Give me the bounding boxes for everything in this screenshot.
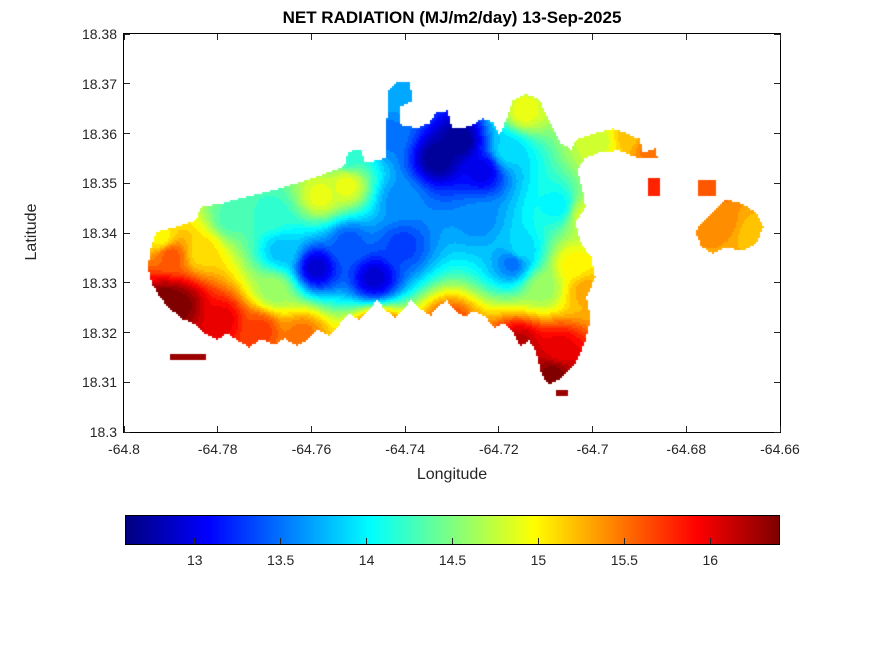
y-tick-label: 18.36 <box>81 125 117 142</box>
x-tick-mark <box>217 34 219 40</box>
y-tick-mark <box>774 133 780 134</box>
x-tick-label: -64.68 <box>666 441 707 457</box>
x-tick-label: -64.78 <box>197 441 238 457</box>
y-tick-label: 18.37 <box>81 75 117 92</box>
x-tick-mark <box>404 426 406 432</box>
y-tick-mark <box>124 182 130 184</box>
y-tick-mark <box>124 282 130 284</box>
colorbar-tick-mark <box>452 538 453 544</box>
y-tick-label: 18.34 <box>81 225 117 241</box>
x-tick-label: -64.72 <box>478 441 519 457</box>
y-tick-mark <box>774 182 780 184</box>
y-tick-label: 18.31 <box>81 374 117 391</box>
x-tick-label: -64.7 <box>576 441 609 457</box>
y-tick-mark <box>124 83 130 85</box>
y-tick-label: 18.32 <box>81 324 117 341</box>
y-tick-mark <box>124 232 130 234</box>
colorbar-tick-mark <box>623 538 625 544</box>
chart-title: NET RADIATION (MJ/m2/day) 13-Sep-2025 <box>282 8 622 27</box>
y-axis-label: Latitude <box>23 203 40 261</box>
colorbar-tick-label: 14 <box>358 552 375 568</box>
colorbar-tick-label: 13.5 <box>267 552 295 568</box>
x-tick-mark <box>217 426 219 432</box>
x-tick-mark <box>498 34 500 40</box>
y-tick-mark <box>774 381 780 383</box>
x-tick-mark <box>123 426 125 432</box>
colorbar-tick-mark <box>194 538 196 544</box>
colorbar-tick-mark <box>280 538 282 544</box>
x-tick-label: -64.66 <box>760 441 800 457</box>
x-tick-mark <box>592 34 594 40</box>
colorbar-tick-label: 16 <box>702 552 719 568</box>
y-tick-label: 18.3 <box>89 424 117 440</box>
x-tick-mark <box>498 426 500 432</box>
colorbar-tick-label: 13 <box>186 552 203 568</box>
x-tick-mark <box>685 34 687 40</box>
x-tick-label: -64.74 <box>385 441 425 457</box>
y-tick-mark <box>774 33 780 35</box>
x-tick-label: -64.8 <box>108 441 140 457</box>
x-axis-label: Longitude <box>416 466 488 483</box>
y-tick-mark <box>124 33 130 35</box>
y-tick-mark <box>774 431 780 433</box>
x-tick-mark <box>123 34 125 40</box>
y-tick-mark <box>774 232 780 234</box>
x-tick-mark <box>310 426 312 432</box>
plot-area <box>123 33 781 433</box>
y-tick-mark <box>124 133 130 134</box>
y-tick-mark <box>774 332 780 333</box>
y-tick-mark <box>774 282 780 284</box>
colorbar-tick-label: 15 <box>530 552 547 568</box>
x-tick-mark <box>685 426 687 432</box>
y-tick-mark <box>124 431 130 433</box>
x-tick-mark <box>310 34 312 40</box>
colorbar-tick-label: 15.5 <box>610 552 638 568</box>
x-tick-mark <box>779 426 781 432</box>
x-tick-label: -64.76 <box>291 441 332 457</box>
colorbar-tick-mark <box>537 538 539 544</box>
map-canvas <box>124 34 780 432</box>
y-tick-mark <box>124 381 130 383</box>
colorbar-tick-mark <box>709 538 711 544</box>
y-tick-mark <box>774 83 780 85</box>
y-tick-label: 18.38 <box>81 26 117 42</box>
colorbar-tick-label: 14.5 <box>438 552 467 568</box>
y-tick-label: 18.35 <box>81 175 117 192</box>
y-tick-label: 18.33 <box>81 274 117 291</box>
x-tick-mark <box>779 34 781 40</box>
x-tick-mark <box>592 426 594 432</box>
x-tick-mark <box>404 34 406 40</box>
colorbar-tick-mark <box>366 538 368 544</box>
y-tick-mark <box>124 332 130 333</box>
